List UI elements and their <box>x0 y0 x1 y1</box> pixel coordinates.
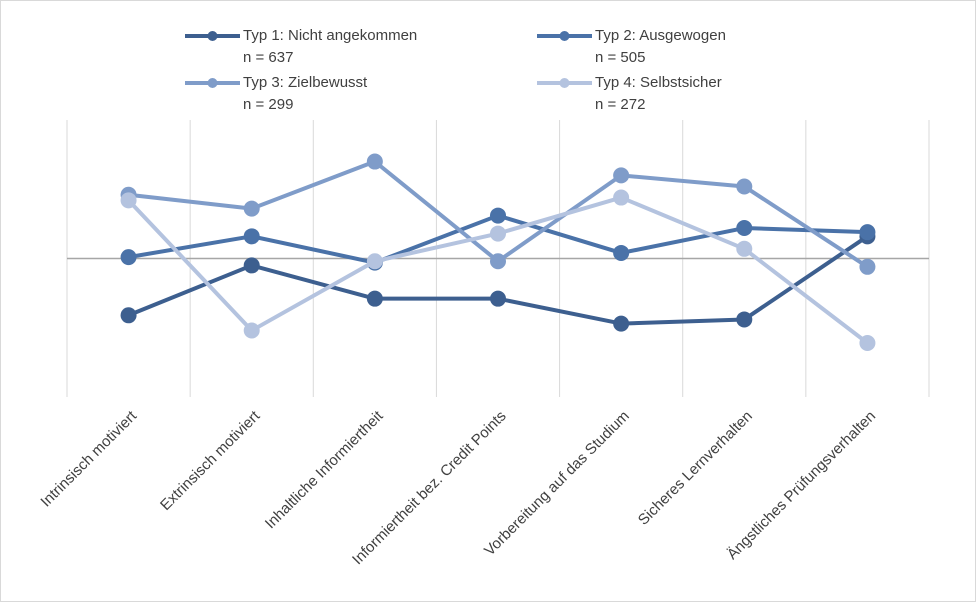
data-point <box>120 307 137 324</box>
data-point <box>613 315 630 332</box>
legend-label: Typ 1: Nicht angekommen <box>243 27 417 44</box>
data-point <box>490 207 506 224</box>
legend-count: n = 637 <box>243 49 293 66</box>
data-point <box>366 290 383 307</box>
data-point <box>736 240 753 257</box>
legend-count: n = 505 <box>595 49 645 66</box>
legend-count: n = 272 <box>595 96 645 113</box>
data-point <box>613 189 630 206</box>
data-point <box>366 253 383 270</box>
data-point <box>613 167 630 184</box>
legend-marker <box>559 31 570 41</box>
data-point <box>490 253 506 270</box>
data-point <box>859 224 876 241</box>
data-point <box>736 220 753 237</box>
data-point <box>366 153 383 170</box>
data-point <box>120 249 137 266</box>
data-point <box>736 311 753 328</box>
data-point <box>613 244 630 261</box>
data-point <box>243 200 260 217</box>
data-point <box>736 178 753 195</box>
legend-label: Typ 2: Ausgewogen <box>595 27 726 44</box>
data-point <box>490 290 506 307</box>
legend-label: Typ 4: Selbstsicher <box>595 74 722 91</box>
data-point <box>859 334 876 351</box>
legend-marker <box>207 31 218 41</box>
data-point <box>243 228 260 245</box>
data-point <box>120 192 137 209</box>
data-point <box>243 322 260 339</box>
data-point <box>859 258 876 275</box>
data-point <box>243 257 260 274</box>
legend-marker <box>559 78 570 88</box>
legend-label: Typ 3: Zielbewusst <box>243 74 368 91</box>
legend-count: n = 299 <box>243 96 293 113</box>
legend-marker <box>207 78 218 88</box>
data-point <box>490 225 506 242</box>
